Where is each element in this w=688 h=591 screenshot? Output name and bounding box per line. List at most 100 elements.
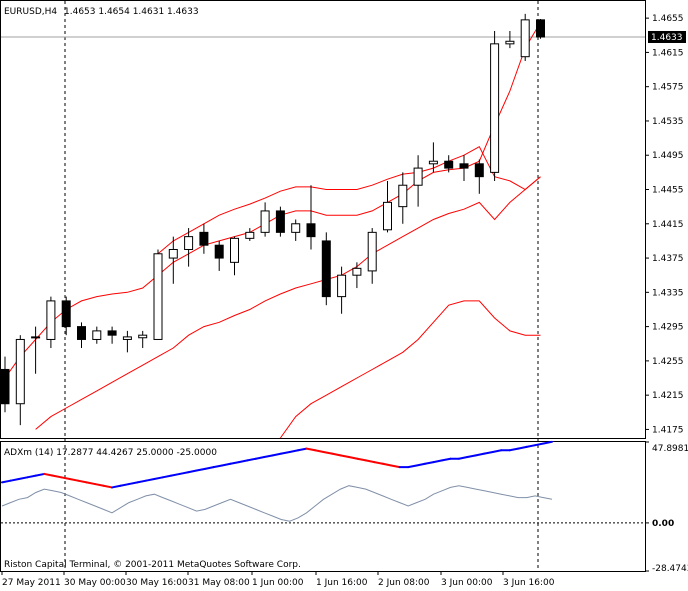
adx-segment (212, 464, 223, 469)
y-tick-label: 1.4215 (652, 391, 684, 401)
adx-segment (26, 474, 37, 479)
candle (474, 159, 484, 194)
adx-segment (85, 481, 97, 486)
adx-segment (424, 461, 435, 465)
x-tick-label: 31 May 08:00 (188, 578, 250, 588)
y-tick-label: 1.4655 (652, 14, 684, 24)
candle (31, 326, 41, 374)
y-tick-label: 1.4175 (652, 425, 684, 435)
adx-segment (170, 472, 181, 477)
adx-segment (441, 457, 452, 462)
envelope-mid-line (4, 22, 541, 379)
candle-body-bear (536, 19, 545, 38)
adx-y-tick-label: 0.00 (652, 519, 674, 529)
adx-segment (373, 461, 384, 465)
adx-di-line (1, 485, 553, 522)
adx-segment (229, 461, 240, 465)
adx-segment (339, 454, 350, 459)
adx-segment (263, 454, 274, 459)
candle-body-bull (520, 19, 530, 58)
adx-segment (111, 484, 122, 489)
adx-segment (102, 484, 113, 489)
candle-body-bull (122, 336, 132, 340)
x-tick-label: 27 May 2011 (2, 578, 61, 588)
y-tick-label: 1.4375 (652, 254, 684, 264)
adx-segment (178, 471, 190, 475)
candle (367, 228, 377, 284)
candle-body-bull (15, 338, 25, 405)
y-tick-label: 1.4535 (652, 117, 684, 127)
adx-segment (542, 440, 553, 445)
candle (122, 330, 132, 353)
x-tick-label: 3 Jun 16:00 (503, 578, 555, 588)
candle-body-bull (505, 40, 515, 45)
candle-body-bear (321, 240, 331, 298)
adx-segment (271, 452, 283, 457)
candle-body-bull (168, 248, 178, 259)
candle-body-bull (46, 300, 56, 340)
adx-segment (77, 479, 88, 484)
candle (15, 335, 25, 426)
candle (214, 240, 224, 271)
adx-title: ADXm (14) 17.2877 44.4267 25.0000 -25.00… (4, 448, 217, 458)
candle-body-bull (367, 231, 377, 272)
candle (505, 30, 515, 49)
candle-body-bull (383, 201, 392, 231)
envelope-lines (4, 22, 541, 439)
adx-segment (517, 445, 528, 450)
candle (153, 249, 163, 340)
candle-body-bear (474, 163, 484, 178)
candle-body-bull (291, 223, 301, 233)
y-tick-label: 1.4335 (652, 288, 684, 298)
adx-segment (466, 454, 477, 459)
candle (275, 206, 285, 237)
envelope-deep-line (279, 300, 541, 439)
current-price-badge (648, 30, 686, 43)
x-tick-label: 30 May 00:00 (64, 578, 126, 588)
candle-body-bull (184, 236, 194, 250)
candle-body-bull (92, 330, 102, 340)
candle (306, 185, 316, 250)
y-tick-label: 1.4415 (652, 220, 684, 230)
candle (46, 296, 56, 349)
adx-segment (390, 464, 401, 469)
adx-y-tick-label: -28.4743 (652, 564, 688, 574)
adx-y-axis: 47.8981 0.00 -28.4743 (645, 441, 688, 574)
candle-body-bear (107, 330, 117, 336)
x-axis: 27 May 2011 30 May 00:00 30 May 16:00 31 Ma… (1, 571, 555, 588)
x-tick-label: 1 Jun 16:00 (316, 578, 368, 588)
candle-body-bull (138, 334, 148, 339)
candle (337, 266, 347, 314)
adx-segment (60, 476, 71, 480)
y-tick-label: 1.4495 (652, 151, 684, 161)
adx-segment (94, 483, 105, 487)
adx-segment (9, 477, 20, 482)
adx-segment (51, 474, 63, 479)
candle-body-bull (352, 267, 362, 276)
candle (230, 236, 239, 276)
adx-segment (331, 452, 342, 457)
candle (398, 172, 408, 224)
adx-segment (68, 477, 80, 482)
adx-plot-frame (0, 441, 646, 572)
candle-body-bear (306, 223, 316, 238)
adx-segment (1, 479, 12, 484)
adx-segment (136, 479, 147, 484)
candle (352, 262, 362, 289)
candle-body-bear (199, 231, 209, 246)
x-tick-label: 2 Jun 08:00 (378, 578, 430, 588)
candles (0, 13, 545, 426)
candle (168, 236, 178, 284)
adx-segment (356, 457, 367, 462)
x-tick-label: 1 Jun 00:00 (252, 578, 304, 588)
adx-segment (457, 456, 469, 460)
adx-segment (314, 449, 325, 453)
candle-body-bull (428, 160, 438, 165)
candle (184, 228, 194, 267)
adx-segment (280, 450, 291, 455)
candle (61, 296, 71, 336)
adx-segment (221, 462, 232, 467)
y-tick-label: 1.4455 (652, 186, 684, 196)
candle-body-bear (61, 300, 71, 328)
